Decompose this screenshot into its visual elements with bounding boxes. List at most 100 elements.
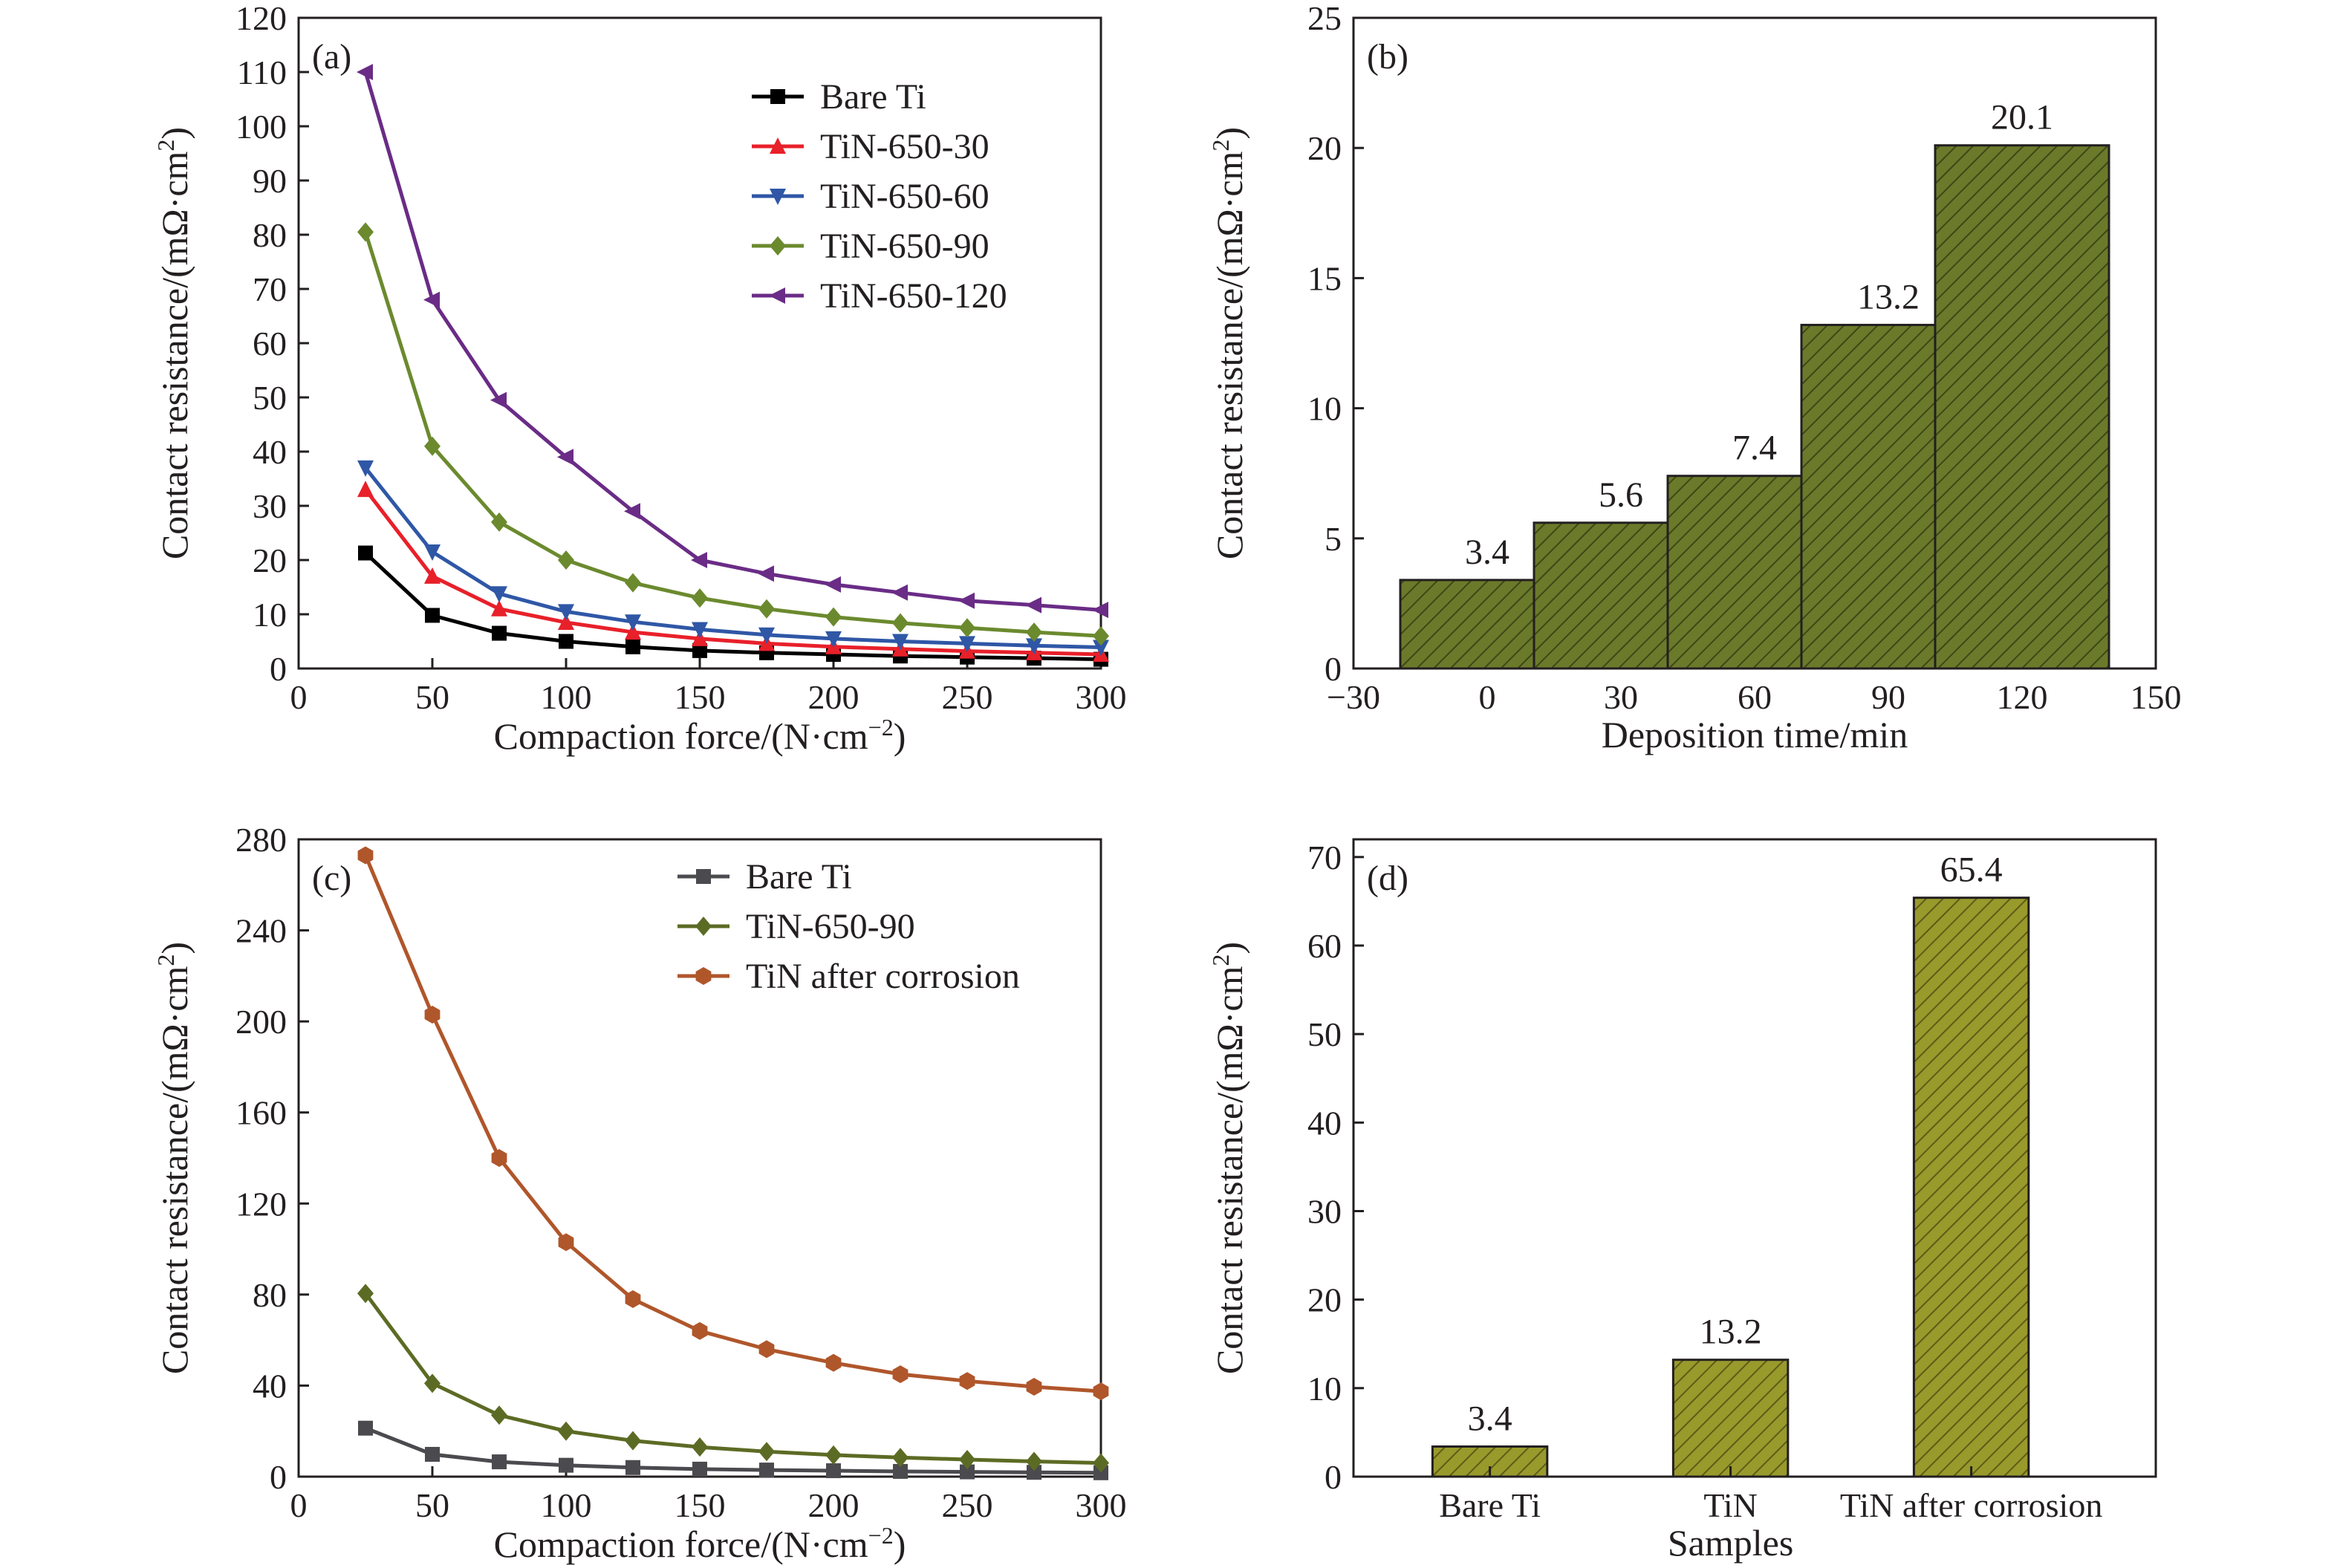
xlabel-text: Deposition time/min bbox=[1602, 714, 1908, 755]
x-tick-label: 100 bbox=[541, 1486, 592, 1524]
legend-label: TiN-650-120 bbox=[820, 276, 1007, 316]
y-tick-label: 120 bbox=[235, 1185, 287, 1223]
series-bare-ti bbox=[358, 545, 1108, 667]
x-tick-label: −30 bbox=[1327, 678, 1380, 716]
x-tick-label: 300 bbox=[1076, 1486, 1127, 1524]
data-point bbox=[691, 552, 707, 568]
data-point bbox=[826, 1463, 841, 1479]
x-tick-label: 250 bbox=[942, 678, 993, 716]
y-tick-label: 70 bbox=[1307, 839, 1342, 876]
series-line bbox=[363, 1292, 1102, 1465]
series-bare-ti bbox=[358, 1420, 1108, 1480]
data-point bbox=[1093, 1382, 1109, 1401]
ylabel-superscript: 2 bbox=[152, 140, 179, 152]
data-point bbox=[357, 1284, 374, 1304]
y-tick-label: 0 bbox=[1325, 1458, 1342, 1496]
ylabel-superscript: 2 bbox=[152, 954, 179, 966]
data-point bbox=[959, 1372, 975, 1390]
panel-a-line-chart: 0 10 20 30 40 50 60 70 80 90 100 110 120 0 50 100 150 200… bbox=[152, 0, 1127, 757]
data-point bbox=[625, 639, 640, 654]
ylabel-text: Contact resistance/(mΩ·cm bbox=[1209, 966, 1250, 1374]
panel-label: (d) bbox=[1367, 859, 1408, 898]
data-point bbox=[491, 586, 507, 603]
y-tick-label: 90 bbox=[253, 162, 287, 200]
data-point bbox=[1026, 1451, 1042, 1471]
ylabel-superscript: 2 bbox=[1207, 140, 1234, 152]
y-tick-label: 60 bbox=[1307, 927, 1342, 965]
y-axis-label: Contact resistance/(mΩ·cm2) bbox=[152, 127, 195, 559]
legend-marker bbox=[770, 189, 786, 205]
data-point bbox=[424, 436, 441, 456]
data-point bbox=[425, 1446, 440, 1462]
data-point bbox=[558, 613, 574, 630]
data-point bbox=[1025, 596, 1041, 614]
y-tick-label: 0 bbox=[270, 1458, 287, 1496]
data-point bbox=[492, 625, 507, 641]
data-point bbox=[357, 846, 374, 865]
y-tick-label: 160 bbox=[235, 1094, 287, 1132]
legend-marker bbox=[769, 287, 785, 304]
series-tin-after-corrosion bbox=[357, 846, 1109, 1401]
y-tick-label: 10 bbox=[253, 596, 287, 634]
panel-label: (a) bbox=[312, 37, 351, 77]
bar-value-label: 20.1 bbox=[1991, 98, 2053, 137]
data-point bbox=[692, 643, 707, 658]
data-point bbox=[892, 1365, 909, 1384]
data-point bbox=[491, 512, 507, 532]
data-point bbox=[491, 1149, 507, 1167]
data-point bbox=[357, 481, 374, 498]
data-point bbox=[1026, 1378, 1042, 1396]
bar-value-label: 7.4 bbox=[1732, 429, 1777, 468]
data-point bbox=[424, 1373, 441, 1393]
data-point bbox=[1093, 1453, 1109, 1473]
y-tick-label: 10 bbox=[1307, 390, 1342, 428]
ylabel-text: Contact resistance/(mΩ·cm bbox=[1209, 151, 1250, 559]
legend-label: TiN-650-30 bbox=[820, 127, 989, 166]
data-point bbox=[892, 634, 909, 651]
data-point bbox=[825, 1353, 842, 1372]
x-tick-label: 250 bbox=[942, 1486, 993, 1524]
data-point bbox=[893, 1463, 908, 1479]
y-tick-label: 15 bbox=[1307, 259, 1342, 297]
y-tick-label: 40 bbox=[253, 1367, 287, 1405]
x-tick-label: 300 bbox=[1076, 678, 1127, 716]
data-point bbox=[491, 599, 507, 617]
data-point bbox=[624, 503, 640, 520]
y-tick-label: 120 bbox=[235, 0, 287, 37]
y-tick-label: 20 bbox=[1307, 129, 1342, 167]
data-point bbox=[357, 64, 373, 80]
y-tick-label: 80 bbox=[253, 216, 287, 254]
data-point bbox=[960, 1464, 975, 1480]
data-point bbox=[1092, 602, 1108, 619]
x-tick-label: 150 bbox=[2131, 678, 2182, 716]
legend-label: TiN-650-90 bbox=[746, 907, 915, 946]
data-point bbox=[558, 604, 574, 621]
data-point bbox=[825, 631, 842, 648]
xlabel-close: ) bbox=[894, 715, 906, 757]
data-point bbox=[559, 1457, 573, 1473]
data-point bbox=[692, 1461, 707, 1477]
data-point bbox=[558, 550, 574, 570]
data-point bbox=[625, 1431, 641, 1451]
x-tick-label: 50 bbox=[415, 678, 449, 716]
y-axis-label: Contact resistance/(mΩ·cm2) bbox=[1207, 942, 1250, 1374]
y-tick-label: 200 bbox=[235, 1003, 287, 1041]
data-point bbox=[490, 391, 507, 409]
bar-value-label: 5.6 bbox=[1599, 475, 1643, 515]
y-tick-label: 0 bbox=[270, 650, 287, 688]
data-point bbox=[758, 627, 775, 644]
y-tick-label: 40 bbox=[253, 433, 287, 471]
x-axis-label: Deposition time/min bbox=[1602, 714, 1908, 755]
panel-d-bar-chart: 0 10 20 30 40 50 60 70 Contact resistance/(mΩ·cm… bbox=[1207, 838, 2157, 1564]
y-tick-label: 240 bbox=[235, 912, 287, 950]
y-tick-label: 70 bbox=[253, 270, 287, 308]
panel-label: (b) bbox=[1367, 37, 1408, 77]
x-tick-label: 60 bbox=[1738, 678, 1772, 716]
data-point bbox=[825, 576, 841, 593]
data-point bbox=[758, 1340, 775, 1359]
ylabel-text: Contact resistance/(mΩ·cm bbox=[154, 966, 195, 1374]
x-axis-label: Samples bbox=[1668, 1522, 1793, 1564]
x-axis-label: Compaction force/(N·cm−2) bbox=[494, 714, 906, 757]
legend-marker bbox=[695, 917, 712, 936]
